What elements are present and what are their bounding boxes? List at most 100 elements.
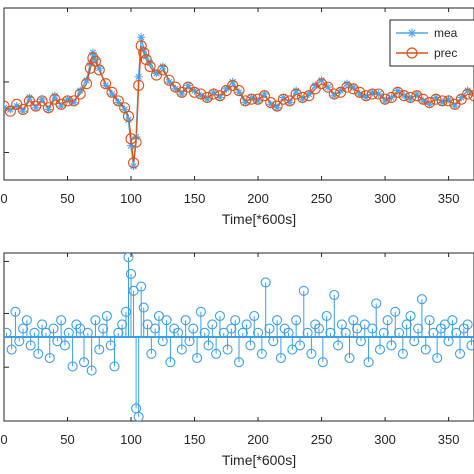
predicted-point (36, 95, 48, 107)
predicted-point (392, 86, 404, 98)
residual-point (348, 315, 359, 326)
residual-point (321, 310, 332, 322)
residual-point (199, 327, 210, 338)
residual-point (397, 348, 408, 359)
predicted-point (135, 40, 147, 52)
predicted-point (341, 81, 353, 93)
predicted-point (430, 93, 442, 105)
residual-point (67, 361, 78, 372)
predicted-point (157, 64, 169, 76)
predicted-point (100, 78, 112, 90)
residual-point (249, 310, 260, 322)
measured-point (292, 86, 301, 95)
measured-point (101, 81, 110, 90)
predicted-point (398, 90, 410, 102)
x-tick-label: 0 (0, 191, 7, 206)
measured-point (450, 102, 459, 111)
residual-point (363, 357, 374, 368)
residual-point (291, 315, 302, 326)
residual-point (352, 323, 363, 334)
measured-point (95, 64, 104, 73)
measured-point (330, 91, 339, 100)
prediction-chart: 0 50 100 150 200 250 300 350 Time[*600s] mea pr… (0, 7, 474, 227)
residual-point (466, 340, 474, 351)
residual-point (313, 323, 325, 334)
residual-point (336, 319, 347, 330)
measured-point (124, 115, 133, 124)
residual-point (125, 268, 137, 280)
predicted-point (112, 95, 124, 107)
residual-point (340, 327, 351, 338)
predicted-point (239, 95, 251, 107)
residual-point (317, 357, 328, 368)
residual-point (133, 411, 144, 421)
residual-point (105, 340, 116, 351)
residual-point (272, 315, 283, 326)
residual-point (180, 315, 191, 326)
residual-point (29, 327, 40, 338)
measured-point (228, 77, 237, 86)
measured-point (177, 90, 186, 98)
predicted-point (258, 90, 270, 102)
residual-point (226, 323, 237, 334)
residual-point (75, 323, 86, 334)
residual-point (253, 327, 264, 338)
residual-point (424, 315, 435, 326)
measured-point (107, 90, 116, 98)
residual-chart-x-ticks: 0 50 100 150 200 250 300 350 (0, 253, 459, 447)
measured-point (19, 107, 28, 116)
predicted-point (55, 98, 67, 110)
predicted-point (316, 78, 328, 90)
predicted-point (4, 105, 16, 117)
residual-point (207, 319, 218, 330)
residual-point (176, 344, 187, 355)
prediction-chart-x-axis-label: Time[*600s] (222, 211, 296, 227)
predicted-point (17, 103, 29, 116)
residual-point (184, 336, 195, 347)
residual-point (117, 319, 128, 330)
predicted-point (122, 110, 135, 122)
residual-point (439, 319, 450, 330)
residual-point (413, 323, 424, 334)
residual-point (21, 315, 32, 326)
residual-point (454, 348, 466, 359)
x-tick-label: 0 (0, 432, 7, 447)
measured-point (76, 86, 85, 95)
predicted-point (42, 102, 55, 114)
predicted-point (246, 93, 258, 105)
residual-point (123, 253, 134, 263)
x-tick-label: 50 (60, 191, 74, 206)
measured-point (38, 95, 47, 104)
measured-point (137, 33, 146, 42)
predicted-point (106, 86, 118, 98)
x-tick-label: 200 (247, 432, 269, 447)
legend-box (389, 19, 474, 67)
residual-point (211, 348, 222, 359)
residual-point (451, 327, 462, 338)
x-tick-label: 350 (438, 432, 460, 447)
residual-point (142, 319, 153, 330)
predicted-point (347, 83, 359, 95)
predicted-point (366, 88, 378, 100)
measured-point (387, 93, 396, 102)
residual-point (428, 327, 439, 338)
residual-point (447, 315, 458, 326)
residual-point (4, 327, 12, 338)
predicted-point (87, 52, 99, 64)
residual-point (48, 323, 59, 334)
predicted-point (74, 88, 86, 100)
residual-point (432, 352, 443, 364)
residual-point (359, 319, 370, 330)
residual-point (113, 327, 124, 338)
predicted-point (61, 95, 74, 107)
residual-point (298, 285, 309, 296)
predicted-point (303, 90, 315, 102)
residual-point (283, 327, 294, 338)
residual-point (78, 357, 90, 368)
predicted-point (133, 79, 145, 91)
residual-point (394, 327, 405, 338)
predicted-point (128, 157, 140, 169)
residual-point (165, 357, 176, 368)
measured-point (129, 162, 138, 171)
residual-point (378, 327, 389, 338)
